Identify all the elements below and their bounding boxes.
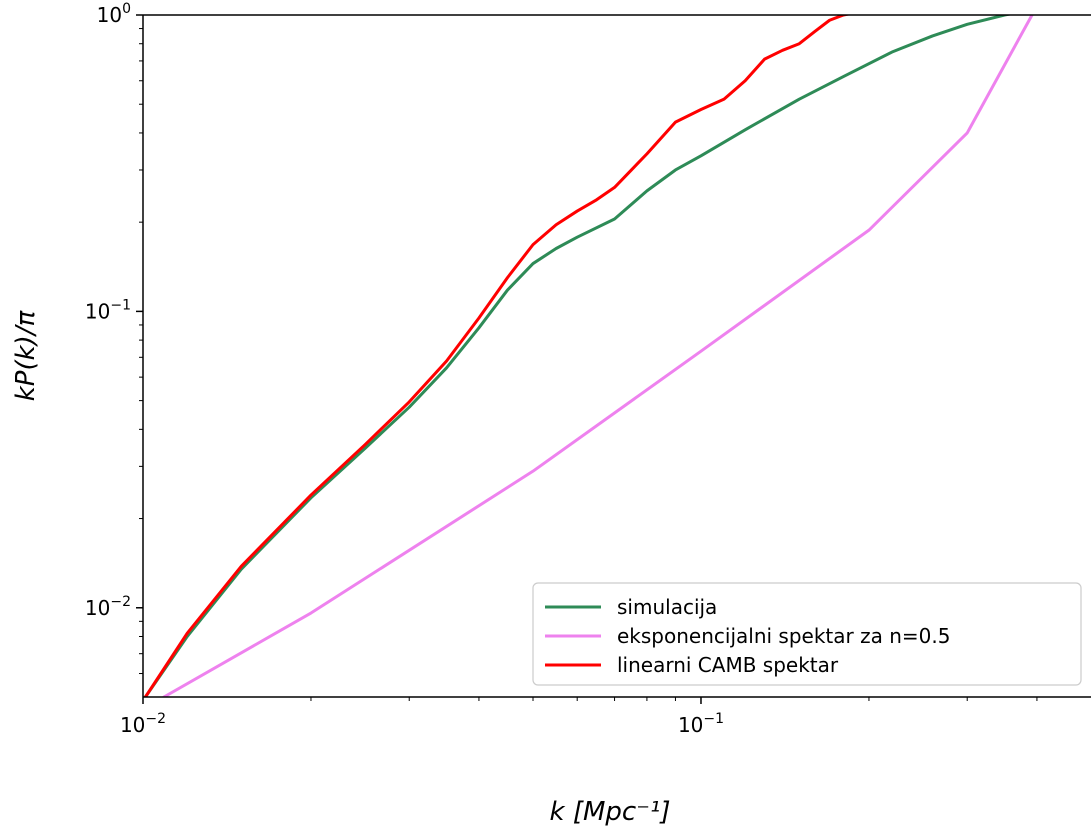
series-layer [143,15,1034,697]
legend: simulacija eksponencijalni spektar za n=0… [532,582,1082,686]
legend-label: simulacija [617,595,717,619]
x-tick-label: 10−2 [120,711,166,737]
legend-label: linearni CAMB spektar [617,653,839,677]
y-tick-label: 100 [97,1,131,27]
series-line-2 [143,15,852,697]
y-tick-label: 10−1 [85,297,131,323]
y-tick-label: 10−2 [85,594,131,620]
x-axis-label: k [Mpc⁻¹] [550,797,671,827]
y-axis-label: kP(k)/π [11,310,41,401]
series-line-1 [162,15,1034,697]
legend-label: eksponencijalni spektar za n=0.5 [617,624,950,648]
axes-layer [142,14,1091,698]
x-tick-label: 10−1 [678,711,724,737]
series-line-0 [143,15,1013,697]
legend-box [532,582,1082,686]
